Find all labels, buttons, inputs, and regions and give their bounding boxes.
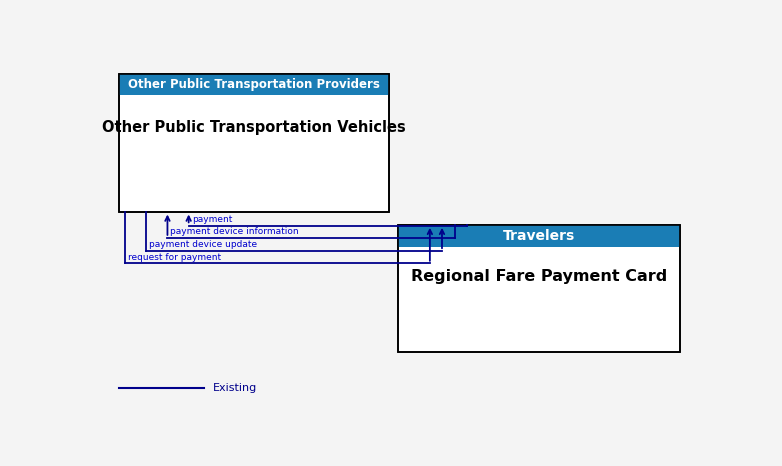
Text: Existing: Existing <box>213 383 257 393</box>
Bar <box>119 74 389 212</box>
Text: Other Public Transportation Vehicles: Other Public Transportation Vehicles <box>102 120 406 136</box>
Text: Travelers: Travelers <box>503 229 575 243</box>
Bar <box>398 225 680 247</box>
Bar <box>119 74 389 95</box>
Bar <box>119 74 389 212</box>
Text: Regional Fare Payment Card: Regional Fare Payment Card <box>411 269 667 284</box>
Text: payment: payment <box>192 215 232 224</box>
Bar <box>398 225 680 352</box>
Bar <box>398 225 680 352</box>
Text: request for payment: request for payment <box>128 253 221 261</box>
Text: Other Public Transportation Providers: Other Public Transportation Providers <box>128 78 380 91</box>
Text: payment device information: payment device information <box>170 227 299 236</box>
Text: payment device update: payment device update <box>149 240 257 249</box>
